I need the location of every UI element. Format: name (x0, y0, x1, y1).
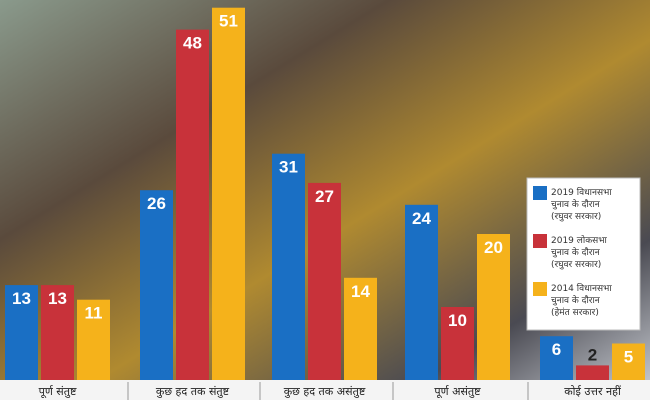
legend-label: चुनाव के दौरान (551, 246, 601, 258)
value-label: 48 (183, 34, 202, 53)
legend-label: 2014 विधानसभा (551, 282, 612, 294)
bar (405, 204, 438, 380)
bar (477, 234, 510, 380)
bar (344, 277, 377, 380)
bar (308, 182, 341, 380)
legend-label: (हेमंत सरकार) (551, 306, 599, 318)
legend-label: (रघुवर सरकार) (551, 260, 601, 270)
bar (212, 7, 245, 380)
bar (612, 343, 645, 380)
bar (272, 153, 305, 380)
bar (77, 299, 110, 380)
bar (5, 285, 38, 380)
x-tick-label: कुछ हद तक असंतुष्ट (284, 385, 366, 398)
legend-label: चुनाव के दौरान (551, 198, 601, 210)
value-label: 13 (48, 289, 67, 308)
value-label: 14 (351, 282, 370, 301)
value-label: 6 (552, 340, 561, 359)
value-label: 31 (279, 158, 298, 177)
value-label: 10 (448, 311, 467, 330)
x-tick-label: पूर्ण संतुष्ट (39, 385, 77, 399)
value-label: 26 (147, 194, 166, 213)
legend-label: 2019 विधानसभा (551, 186, 612, 198)
bar (441, 307, 474, 380)
bar (176, 29, 209, 380)
legend-label: चुनाव के दौरान (551, 294, 601, 306)
legend-swatch (533, 282, 547, 296)
value-label: 27 (315, 187, 334, 206)
value-label: 13 (12, 289, 31, 308)
bar (540, 336, 573, 380)
value-label: 51 (219, 12, 238, 31)
legend (526, 177, 641, 331)
bar (140, 190, 173, 380)
legend-label: (रघुवर सरकार) (551, 212, 601, 222)
bar (41, 285, 74, 380)
legend-swatch (533, 234, 547, 248)
legend-swatch (533, 186, 547, 200)
x-tick-label: पूर्ण असंतुष्ट (434, 385, 481, 399)
x-tick-label: कोई उत्तर नहीं (564, 385, 621, 398)
category-strip (0, 380, 650, 400)
value-label: 20 (484, 238, 503, 257)
value-label: 24 (412, 209, 431, 228)
value-label: 11 (85, 304, 103, 323)
x-tick-label: कुछ हद तक संतुष्ट (156, 385, 230, 398)
bar (576, 365, 609, 380)
value-label: 2 (588, 345, 597, 364)
legend-label: 2019 लोकसभा (551, 234, 608, 246)
value-label: 5 (624, 348, 633, 367)
